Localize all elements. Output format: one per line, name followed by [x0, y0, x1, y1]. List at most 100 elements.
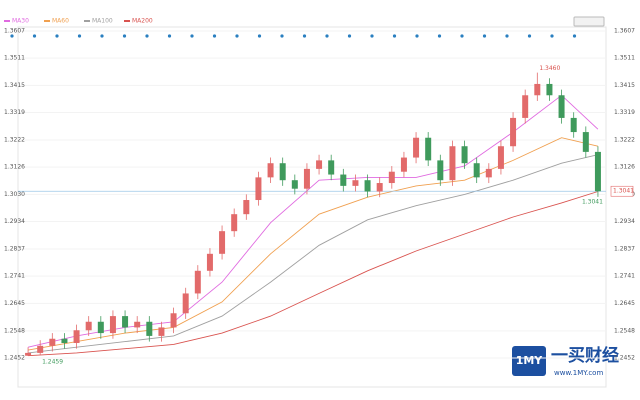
- candle-body: [473, 163, 480, 178]
- y-tick-label: 1.3126: [4, 164, 25, 171]
- candle-body: [388, 171, 395, 184]
- last-price-box: [610, 185, 634, 197]
- y-tick-label: 1.2934: [4, 218, 25, 225]
- candle-body: [37, 345, 44, 353]
- legend-swatch: [84, 20, 90, 22]
- candle-body: [243, 200, 250, 215]
- y-tick-label: 1.2548: [4, 327, 25, 334]
- event-marker: [325, 34, 329, 38]
- event-marker: [415, 34, 419, 38]
- event-marker: [347, 34, 352, 38]
- last-price-label: 1.3041: [613, 188, 634, 195]
- candle-body: [291, 180, 298, 189]
- candle-body: [170, 313, 177, 328]
- high-annotation: 1.3460: [539, 65, 560, 72]
- candle-body: [316, 160, 323, 169]
- y-tick-label-right: 1.2548: [614, 327, 635, 334]
- candle-body: [303, 168, 310, 189]
- candle-body: [85, 321, 92, 331]
- y-tick-label: 1.2645: [4, 300, 25, 307]
- event-marker: [550, 34, 554, 38]
- event-marker: [392, 34, 397, 38]
- low-annotation: 1.2459: [42, 359, 63, 366]
- event-marker: [302, 34, 307, 38]
- candle-body: [582, 132, 589, 152]
- y-tick-label-right: 1.2934: [614, 218, 635, 225]
- candle-body: [352, 180, 359, 186]
- candle-body: [413, 137, 420, 158]
- event-marker: [100, 34, 104, 38]
- candle-body: [122, 316, 129, 328]
- y-tick-label-right: 1.3511: [614, 55, 635, 62]
- event-marker: [10, 34, 14, 38]
- legend-label: MA100: [92, 18, 113, 25]
- y-tick-label-right: 1.2452: [614, 355, 635, 362]
- watermark: 1MY 一买财经 www.1MY.com: [512, 345, 619, 377]
- candle-body: [158, 327, 165, 336]
- candle-body: [340, 174, 347, 186]
- event-marker: [32, 34, 37, 38]
- candle-body: [534, 83, 541, 96]
- candle-body: [437, 160, 444, 181]
- legend: MA30 MA60 MA100 MA200: [4, 18, 153, 25]
- ma-line: [28, 137, 599, 351]
- candle-body: [231, 214, 238, 232]
- event-marker: [370, 34, 374, 38]
- candle-body: [558, 95, 565, 118]
- watermark-name: 一买财经: [551, 345, 619, 366]
- event-marker: [77, 34, 82, 38]
- candle-body: [522, 95, 529, 118]
- y-tick-label-right: 1.3415: [614, 82, 635, 89]
- legend-swatch: [4, 20, 10, 22]
- candle-body: [461, 146, 468, 164]
- candle-body: [97, 321, 104, 334]
- y-tick-label-right: 1.2837: [614, 246, 635, 253]
- candle-body: [49, 338, 56, 346]
- y-tick-label-right: 1.3126: [614, 164, 635, 171]
- y-tick-label: 1.3511: [4, 55, 25, 62]
- event-marker: [145, 34, 149, 38]
- ma-line: [28, 191, 599, 357]
- candle-body: [194, 270, 201, 294]
- y-tick-label-right: 1.3222: [614, 137, 635, 144]
- candle-body: [376, 183, 383, 192]
- y-tick-label: 1.3030: [4, 191, 25, 198]
- candle-body: [219, 231, 226, 254]
- candle-body: [61, 338, 68, 343]
- ma-line: [28, 154, 599, 354]
- event-marker: [437, 34, 442, 38]
- y-tick-label-right: 1.3607: [614, 28, 635, 35]
- candle-body: [570, 117, 577, 133]
- event-marker: [572, 34, 577, 38]
- legend-swatch: [124, 20, 130, 22]
- candle-body: [279, 163, 286, 181]
- candle-body: [267, 163, 274, 178]
- event-marker: [527, 34, 532, 38]
- watermark-url: www.1MY.com: [554, 369, 603, 377]
- candle-body: [594, 151, 601, 192]
- legend-label: MA30: [12, 18, 29, 25]
- watermark-logo-text: 1MY: [516, 354, 544, 367]
- candle-body: [485, 168, 492, 178]
- legend-label: MA200: [132, 18, 153, 25]
- zoom-button[interactable]: [573, 16, 605, 27]
- last-annotation: 1.3041: [582, 198, 603, 205]
- event-marker: [167, 34, 172, 38]
- candle-body: [134, 321, 141, 328]
- candle-body: [328, 160, 335, 175]
- event-marker: [482, 34, 487, 38]
- y-tick-label-right: 1.2741: [614, 273, 635, 280]
- candle-body: [182, 293, 189, 314]
- legend-label: MA60: [52, 18, 69, 25]
- y-tick-label: 1.3415: [4, 82, 25, 89]
- y-tick-label: 1.3607: [4, 28, 25, 35]
- event-marker: [190, 34, 194, 38]
- event-marker: [460, 34, 464, 38]
- event-marker: [122, 34, 127, 38]
- y-tick-label-right: 1.2645: [614, 300, 635, 307]
- candle-body: [255, 177, 262, 201]
- y-tick-label: 1.2452: [4, 355, 25, 362]
- event-marker: [212, 34, 217, 38]
- event-marker: [235, 34, 239, 38]
